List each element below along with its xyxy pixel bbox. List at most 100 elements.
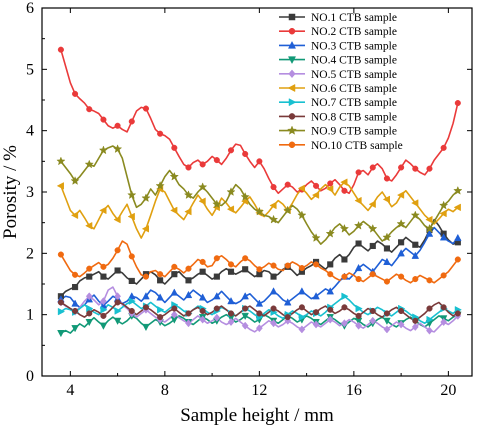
data-point xyxy=(327,271,334,278)
data-point xyxy=(70,176,80,185)
data-point xyxy=(341,319,348,328)
data-point xyxy=(100,297,107,306)
series-markers-2 xyxy=(57,46,461,194)
data-point xyxy=(157,271,164,278)
data-point xyxy=(453,185,463,195)
data-point xyxy=(383,257,391,265)
data-point xyxy=(284,314,291,321)
series-markers-9 xyxy=(56,144,463,242)
data-point xyxy=(114,247,121,254)
data-point xyxy=(411,251,420,259)
data-point xyxy=(57,307,66,316)
data-point xyxy=(425,215,433,224)
data-point xyxy=(341,256,348,263)
data-point xyxy=(184,290,193,299)
data-point xyxy=(313,182,320,189)
data-point xyxy=(368,223,378,233)
data-point xyxy=(156,293,164,301)
data-point xyxy=(454,233,462,242)
data-point xyxy=(185,277,192,284)
data-point xyxy=(213,273,220,280)
data-point xyxy=(354,196,362,205)
data-point xyxy=(426,165,433,172)
data-point xyxy=(341,187,348,194)
legend-item: NO.5 CTB sample xyxy=(279,69,397,81)
y-tick-label: 5 xyxy=(26,61,34,78)
data-point xyxy=(355,240,362,247)
series-markers-layer xyxy=(56,46,463,338)
data-point xyxy=(355,169,362,176)
data-point xyxy=(100,263,107,270)
data-point xyxy=(169,171,179,181)
data-point xyxy=(71,299,79,307)
data-point xyxy=(369,271,376,278)
series-markers-1 xyxy=(57,226,461,300)
data-point xyxy=(99,206,107,215)
data-point xyxy=(227,317,235,327)
data-point xyxy=(256,266,263,273)
data-point xyxy=(242,305,249,312)
data-point xyxy=(241,321,249,330)
series-line-2 xyxy=(60,49,459,195)
data-point xyxy=(341,273,348,280)
data-point xyxy=(354,263,363,272)
data-point xyxy=(113,317,122,325)
legend-label: NO.3 CTB sample xyxy=(311,40,397,52)
data-point xyxy=(426,305,433,312)
legend-swatch-marker xyxy=(287,56,297,65)
data-point xyxy=(269,201,277,210)
data-point xyxy=(157,277,164,284)
data-point xyxy=(171,263,178,270)
data-point xyxy=(98,145,109,155)
y-tick-label: 4 xyxy=(26,123,34,140)
data-point xyxy=(410,210,420,220)
legend-label: NO.4 CTB sample xyxy=(311,55,397,67)
data-point xyxy=(411,322,419,331)
y-axis-title: Porosity / % xyxy=(0,145,21,239)
x-tick-label: 4 xyxy=(66,382,74,399)
data-point xyxy=(212,199,222,209)
legend-label: NO.9 CTB sample xyxy=(311,126,397,138)
data-point xyxy=(298,304,305,311)
data-point xyxy=(439,233,448,241)
legend-swatch-marker xyxy=(288,27,296,35)
legend-item: NO.8 CTB sample xyxy=(279,111,397,123)
data-point xyxy=(383,175,390,182)
data-point xyxy=(85,292,93,301)
data-point xyxy=(256,158,263,165)
data-point xyxy=(313,309,320,316)
data-point xyxy=(85,221,93,230)
data-point xyxy=(355,304,363,313)
legend-label: NO.1 CTB sample xyxy=(311,12,397,24)
series-markers-8 xyxy=(57,299,461,324)
data-point xyxy=(114,122,121,129)
data-point xyxy=(226,187,236,196)
data-point xyxy=(383,325,391,334)
data-point xyxy=(270,319,277,328)
data-point xyxy=(327,306,334,313)
x-axis-title: Sample height / mm xyxy=(180,405,334,426)
y-tick-label: 6 xyxy=(26,0,34,17)
data-point xyxy=(86,304,94,313)
data-point xyxy=(383,317,391,325)
data-point xyxy=(439,209,447,218)
data-point xyxy=(326,287,335,295)
data-point xyxy=(213,292,221,300)
x-tick-label: 20 xyxy=(440,382,456,399)
data-point xyxy=(185,310,192,317)
data-point xyxy=(284,181,291,188)
data-point xyxy=(412,241,419,248)
legend-label: NO.8 CTB sample xyxy=(311,111,397,123)
data-point xyxy=(128,253,135,260)
data-point xyxy=(213,157,220,164)
data-point xyxy=(242,266,249,273)
data-point xyxy=(72,271,79,278)
data-point xyxy=(127,212,135,221)
data-point xyxy=(141,193,151,203)
data-point xyxy=(183,190,194,200)
data-point xyxy=(396,219,406,228)
data-point xyxy=(440,144,447,151)
data-point xyxy=(440,272,447,279)
